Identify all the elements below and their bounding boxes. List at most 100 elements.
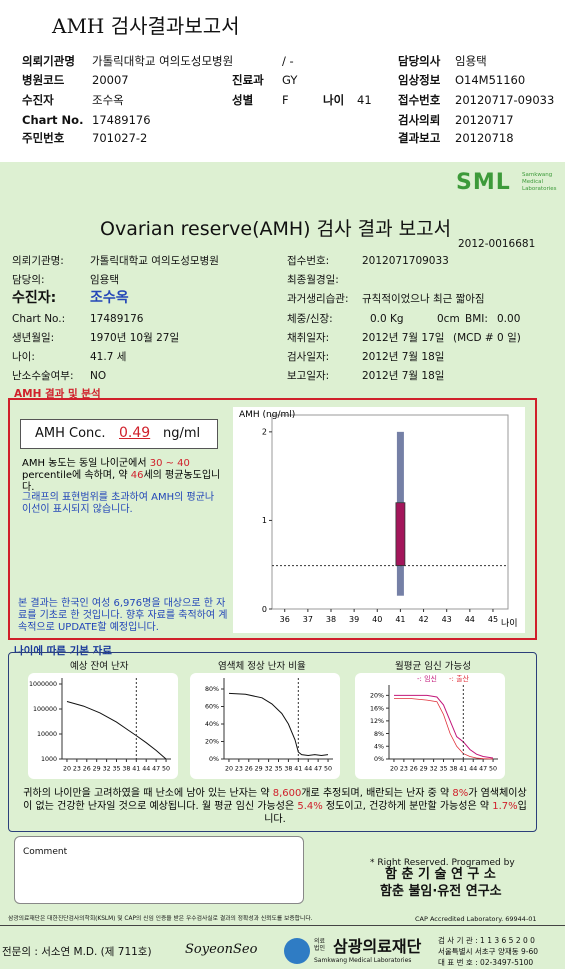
info-text: 의뢰기관명: <box>12 255 64 267</box>
normal-ratio-chart: 80% 60% 40% 20% 0% 20 23 26 29 32 35 38 41 44 47 50 <box>190 673 340 779</box>
analysis-text: AMH 농도는 동일 나이군에서 30 ~ 40 percentile에 속하며… <box>22 458 227 494</box>
info-text: 2012년 7월 17일 <box>362 332 445 344</box>
y-tick-label: 12% <box>370 718 384 725</box>
y-tick-label: 100000 <box>33 706 57 713</box>
conc-unit: ng/ml <box>163 426 201 441</box>
text-segment: AMH 농도는 동일 나이군에서 <box>22 458 150 469</box>
x-tick-label: 44 <box>142 765 150 772</box>
text-segment: percentile에 속하며, 약 <box>22 470 131 481</box>
x-tick-label: 40 <box>372 615 382 624</box>
field-label: 접수번호 <box>398 93 441 107</box>
summary-text: 귀하의 나이만을 고려하였을 때 난소에 남아 있는 난자는 약 8,600개로… <box>20 787 530 826</box>
info-text: 최종월경일: <box>287 274 339 286</box>
info-text: 0.00 <box>497 313 521 325</box>
field-label: 수진자 <box>22 93 54 107</box>
info-text: BMI: <box>465 313 488 325</box>
rule <box>0 925 565 926</box>
info-text: Chart No.: <box>12 313 66 325</box>
legend-label: -: 임신 <box>417 674 437 683</box>
info-text: 보고일자: <box>287 370 330 382</box>
info-text: 체중/신장: <box>287 313 333 325</box>
info-text: 담당의: <box>12 274 45 286</box>
text-segment: 정도이고, 건강하게 분만할 가능성은 약 <box>322 801 493 812</box>
range-bar <box>395 502 406 567</box>
x-tick-label: 38 <box>284 765 292 772</box>
info-text: 41.7 세 <box>90 351 127 363</box>
text-segment: 8,600 <box>272 788 302 799</box>
org: 삼광의료재단 <box>333 937 422 956</box>
x-tick-label: 32 <box>430 765 438 772</box>
field-value: / - <box>282 54 294 68</box>
text-segment: 개로 추정되며, 배란되는 난자 중 약 <box>301 788 453 799</box>
x-tick-label: 23 <box>400 765 408 772</box>
comment-label: Comment <box>23 847 68 857</box>
info-text: 2012071709033 <box>362 255 449 267</box>
credit: * Right Reserved. Programed by <box>370 858 515 868</box>
amh-chart: 0 1 2 36 37 38 39 40 41 42 43 44 45 AMH (ng/ml) 나이 <box>233 407 525 633</box>
org-en: Samkwang Medical Laboratories <box>314 957 412 964</box>
org-info: 검 사 기 관 : 1 1 3 6 5 2 0 0 <box>438 936 535 945</box>
chart-title: 염색체 정상 난자 비율 <box>218 661 306 672</box>
x-tick-label: 29 <box>420 765 428 772</box>
line <box>394 694 494 759</box>
text-segment: 입니다. <box>264 801 527 825</box>
x-tick-label: 36 <box>280 615 290 624</box>
y-tick-label: 2 <box>262 428 267 437</box>
y-tick-label: 0% <box>209 756 219 763</box>
report: SML Samkwang Medical Laboratories Ovaria… <box>0 162 565 969</box>
x-tick-label: 41 <box>132 765 140 772</box>
cap: CAP Accredited Laboratory. 69944-01 <box>415 915 537 923</box>
text-segment: 세의 평균농도입니다. <box>22 470 221 493</box>
text-segment: 30 ~ 40 <box>149 458 190 469</box>
field-label: 성별 <box>232 93 254 107</box>
conc-value: 0.49 <box>119 425 151 441</box>
text-segment: 46 <box>130 470 144 481</box>
line <box>394 698 494 760</box>
x-tick-label: 38 <box>326 615 336 624</box>
x-tick-label: 44 <box>304 765 312 772</box>
y-tick-label: 20% <box>205 739 219 746</box>
eggs-chart: 1000000 100000 10000 1000 20 23 26 29 32 35 38 41 44… <box>28 673 178 779</box>
axis-title: AMH (ng/ml) <box>239 410 295 420</box>
field-value: 가톨릭대학교 여의도성모병원 <box>92 54 234 68</box>
x-tick-label: 35 <box>112 765 120 772</box>
info-text: 17489176 <box>90 313 144 325</box>
y-tick-label: 20% <box>370 693 384 700</box>
y-tick-label: 40% <box>205 721 219 728</box>
doctor: 전문의 : 서소연 M.D. (제 711호) <box>2 946 152 958</box>
y-tick-label: 1 <box>262 516 267 525</box>
org-info: 서울특별시 서초구 양재동 9-60 <box>438 947 539 956</box>
field-label: 진료과 <box>232 73 264 87</box>
analysis-note: 그래프의 표현범위를 초과하여 AMH의 평균나이선이 표시되지 않습니다. <box>22 492 215 515</box>
info-text: 0.0 Kg <box>370 313 404 325</box>
x-tick-label: 41 <box>459 765 467 772</box>
section-title: AMH 결과 및 분석 <box>14 388 101 400</box>
x-tick-label: 32 <box>103 765 111 772</box>
x-tick-label: 23 <box>73 765 81 772</box>
plot-frame <box>271 414 509 610</box>
info-text: 2012년 7월 18일 <box>362 351 445 363</box>
x-tick-label: 26 <box>410 765 418 772</box>
y-tick-label: 1000000 <box>29 681 57 688</box>
info-text: 나이: <box>12 351 35 363</box>
y-tick-label: 1000 <box>41 756 57 763</box>
field-label: 결과보고 <box>398 131 441 145</box>
info-text: 가톨릭대학교 여의도성모병원 <box>90 255 219 267</box>
info-text: 1970년 10월 27일 <box>90 332 180 344</box>
field-value: 조수옥 <box>92 93 124 107</box>
logo-text: Samkwang Medical Laboratories <box>522 172 557 192</box>
x-tick-label: 29 <box>255 765 263 772</box>
info-text: 접수번호: <box>287 255 330 267</box>
line <box>66 701 167 760</box>
info-text: 조수옥 <box>90 290 129 306</box>
info-text: 생년월일: <box>12 332 55 344</box>
org-info: 대 표 번 호 : 02-3497-5100 <box>438 958 534 967</box>
analysis-source: 본 결과는 한국인 여성 6,976명을 대상으로 한 자료를 기초로 한 것입… <box>18 598 228 633</box>
org-logo <box>284 938 310 964</box>
text-segment: 귀하의 나이만을 고려하였을 때 난소에 남아 있는 난자는 약 <box>23 788 273 799</box>
y-tick-label: 0% <box>374 756 384 763</box>
x-tick-label: 26 <box>245 765 253 772</box>
x-tick-label: 44 <box>469 765 477 772</box>
y-tick-label: 8% <box>374 731 384 738</box>
signature: SoyeonSeo <box>185 942 258 957</box>
